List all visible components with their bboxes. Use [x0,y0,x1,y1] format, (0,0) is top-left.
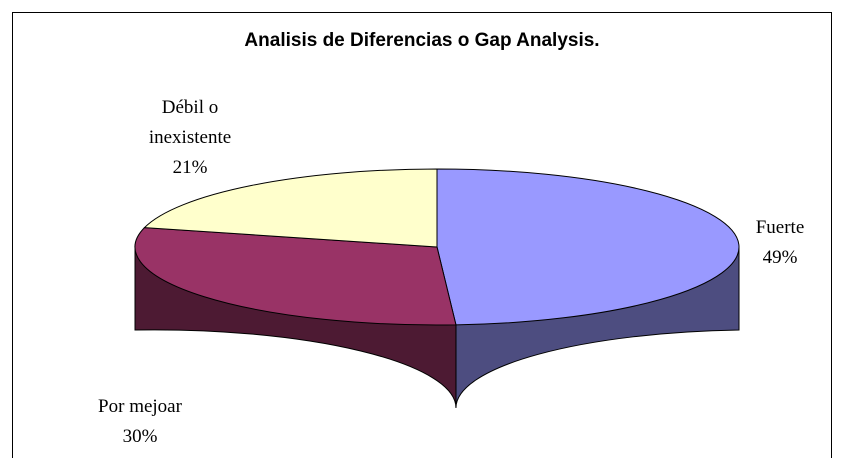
slice-label: Por mejoar 30% [60,392,220,452]
pie-slice [134,227,457,326]
slice-label: Débil o inexistente 21% [120,93,260,183]
slice-value: 21% [172,157,208,178]
slice-value: 49% [762,247,798,268]
slice-value: 30% [122,426,158,447]
chart-title: Analisis de Diferencias o Gap Analysis. [244,30,600,51]
pie-slice [436,168,740,326]
pie-slice [143,168,438,248]
chart-frame [12,12,832,458]
slice-name: Débil o inexistente [148,97,232,148]
slice-name: Por mejoar [98,396,182,417]
slice-label: Fuerte 49% [735,213,825,273]
slice-name: Fuerte [755,217,805,238]
